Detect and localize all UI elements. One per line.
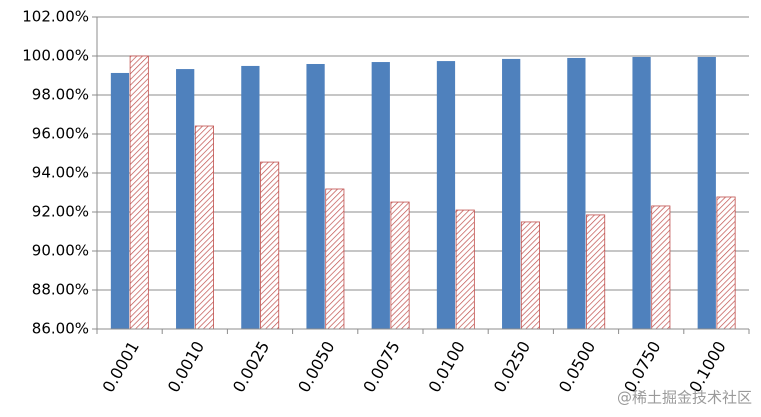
bar: [632, 56, 651, 329]
bar: [651, 205, 671, 330]
bar: [455, 209, 475, 330]
bar: [241, 65, 260, 329]
bar: [194, 125, 214, 330]
x-tick-label: 0.0750: [620, 338, 664, 396]
bar: [567, 57, 586, 329]
x-tick-label: 0.0025: [229, 338, 273, 396]
bar: [697, 56, 716, 329]
x-tick-label: 0.0500: [555, 338, 599, 396]
y-tick-label: 96.00%: [32, 125, 89, 143]
bar: [306, 63, 325, 330]
y-tick-label: 86.00%: [32, 320, 89, 338]
y-tick-label: 102.00%: [22, 8, 89, 26]
y-tick-label: 98.00%: [32, 86, 89, 104]
bar: [520, 221, 540, 330]
bar: [260, 161, 280, 330]
bar: [586, 214, 606, 330]
bar: [110, 72, 130, 329]
y-tick-label: 92.00%: [32, 203, 89, 221]
x-tick-label: 0.0100: [425, 338, 469, 396]
y-tick-label: 100.00%: [22, 47, 89, 65]
watermark: @稀土掘金技术社区: [617, 389, 752, 407]
y-tick-label: 90.00%: [32, 242, 89, 260]
bar: [325, 188, 345, 330]
bar: [129, 55, 149, 330]
x-tick-label: 0.1000: [685, 338, 729, 396]
y-tick-label: 88.00%: [32, 281, 89, 299]
bar: [176, 69, 195, 329]
x-tick-label: 0.0050: [294, 338, 338, 396]
bar: [716, 196, 736, 330]
y-tick-label: 94.00%: [32, 164, 89, 182]
bar: [436, 61, 456, 329]
bar: [502, 58, 521, 330]
x-tick-label: 0.0001: [99, 338, 143, 396]
x-tick-label: 0.0010: [164, 338, 208, 396]
bar: [371, 62, 390, 330]
x-tick-label: 0.0075: [359, 338, 403, 396]
x-tick-label: 0.0250: [490, 338, 534, 396]
bar: [390, 201, 410, 330]
